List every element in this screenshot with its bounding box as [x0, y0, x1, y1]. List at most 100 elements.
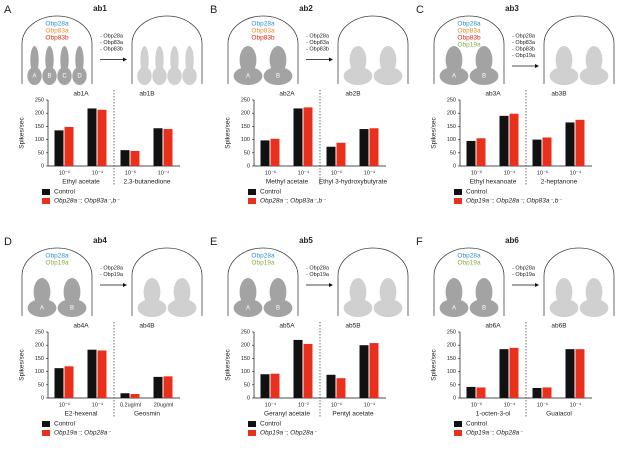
neuron — [439, 67, 469, 85]
legend-label: Control — [260, 421, 282, 428]
y-tick-label: 100 — [241, 369, 250, 375]
neuron-dendrite — [445, 278, 463, 306]
sensillum — [337, 247, 409, 316]
odor-label: Ethyl hexanoate — [470, 179, 517, 186]
odor-label: Ethyl acetate — [62, 179, 100, 186]
sensillum — [131, 247, 203, 316]
neuron — [72, 67, 87, 85]
neuron — [579, 299, 609, 317]
bar — [163, 129, 173, 166]
odor-label: Methyl acetate — [266, 179, 309, 186]
neuron — [182, 67, 197, 85]
neuron-dendrite — [170, 46, 179, 74]
bar — [260, 374, 270, 398]
arrow-head — [123, 283, 127, 287]
sensillum-neuron-label: ab1A — [73, 91, 89, 98]
bar — [260, 140, 270, 166]
legend-swatch — [454, 189, 462, 195]
obp-label: Obp19a — [45, 260, 69, 267]
bar — [97, 350, 107, 398]
bar — [476, 138, 486, 166]
sensillum-neuron-label: ab5B — [345, 323, 360, 330]
legend-swatch — [454, 421, 462, 427]
removed-obp: - Obp28a — [100, 265, 124, 271]
x-tick-label: 10⁻⁶ — [331, 401, 342, 408]
panel-letter: E — [210, 236, 217, 248]
y-tick-label: 0 — [247, 395, 250, 401]
x-tick-label: 10⁻⁶ — [59, 169, 70, 176]
panel-title: ab2 — [299, 4, 313, 13]
bar — [54, 368, 64, 398]
bar — [575, 349, 585, 398]
bar — [509, 113, 519, 166]
bar — [369, 128, 379, 166]
removed-obp: - Obp28a — [512, 33, 536, 39]
bar — [303, 107, 313, 166]
y-tick-label: 150 — [447, 356, 456, 362]
odor-label: Geranyl acetate — [264, 411, 310, 418]
y-tick-label: 50 — [244, 382, 250, 388]
obp-label: Obp28a — [251, 253, 275, 260]
neuron-label: A — [40, 306, 44, 312]
bar — [542, 387, 552, 398]
sensillum-neuron-label: ab6B — [551, 323, 566, 330]
bar — [476, 387, 486, 398]
removed-obp: - Obp28a — [306, 265, 330, 271]
x-tick-label: 10⁻⁴ — [570, 169, 582, 176]
legend-swatch — [42, 421, 50, 427]
y-tick-label: 50 — [450, 150, 456, 156]
sensillum — [21, 247, 93, 316]
legend-label: Control — [466, 421, 488, 428]
neuron — [439, 299, 469, 317]
legend-label: Obp19a⁻; Obp28a⁻ — [54, 430, 111, 437]
neuron-dendrite — [45, 46, 54, 74]
y-tick-label: 200 — [241, 343, 250, 349]
neuron-label: A — [246, 74, 250, 80]
bar — [270, 373, 280, 398]
neuron-dendrite — [185, 46, 194, 74]
neuron-dendrite — [475, 278, 493, 306]
bar — [499, 349, 509, 398]
y-tick-label: 250 — [35, 329, 44, 335]
sensillum — [21, 15, 93, 84]
removed-obp: - Obp83b — [512, 46, 535, 52]
neuron — [469, 299, 499, 317]
y-tick-label: 100 — [241, 137, 250, 143]
panel-letter: C — [416, 4, 424, 16]
neuron-dendrite — [269, 46, 287, 74]
bar — [120, 393, 130, 398]
y-tick-label: 0 — [453, 163, 456, 169]
neuron-label: A — [246, 306, 250, 312]
removed-obp: - Obp83b — [306, 46, 329, 52]
bar — [359, 345, 369, 398]
neuron-dendrite — [143, 278, 161, 306]
legend-swatch — [454, 430, 462, 436]
neuron-dendrite — [60, 46, 69, 74]
y-tick-label: 100 — [447, 137, 456, 143]
legend-swatch — [248, 430, 256, 436]
sensillum — [227, 247, 299, 316]
y-axis-label: Spikes/sec — [225, 117, 232, 149]
neuron-dendrite — [33, 278, 51, 306]
legend-swatch — [42, 198, 50, 204]
bar — [532, 387, 542, 398]
obp-label: Obp19a — [251, 260, 275, 267]
y-tick-label: 200 — [447, 111, 456, 117]
x-tick-label: 10⁻⁴ — [364, 401, 376, 408]
y-tick-label: 150 — [447, 124, 456, 130]
bar — [336, 142, 346, 166]
odor-label: 2-heptanone — [541, 179, 578, 186]
sensillum-neuron-label: ab2B — [345, 91, 360, 98]
bar — [130, 394, 140, 398]
removed-obp: - Obp83a — [100, 40, 124, 46]
bar — [87, 349, 97, 398]
bar — [466, 386, 476, 398]
panel-title: ab6 — [505, 236, 519, 245]
neuron-dendrite — [555, 278, 573, 306]
neuron — [57, 299, 87, 317]
y-tick-label: 100 — [35, 369, 44, 375]
neuron-label: B — [276, 74, 280, 80]
bar — [303, 343, 313, 398]
sensillum — [433, 15, 505, 84]
